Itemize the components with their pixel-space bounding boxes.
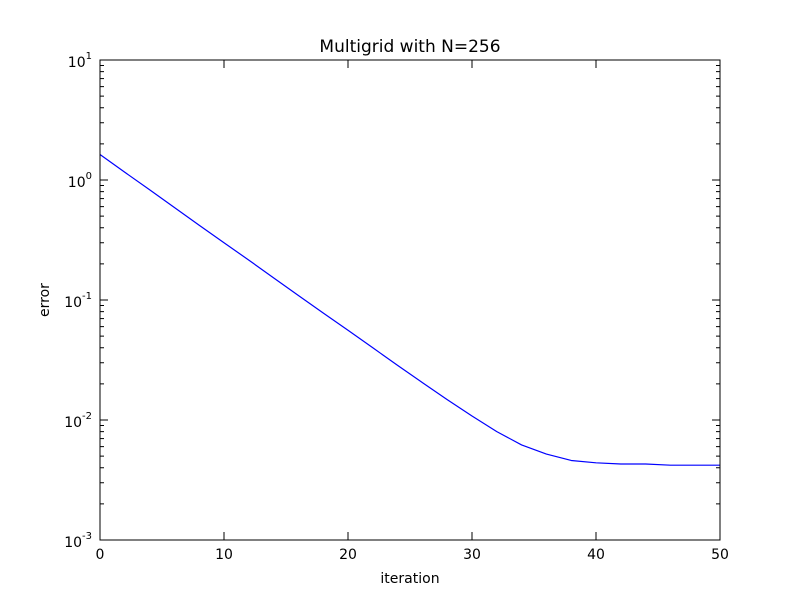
y-tick-label-base: 10 xyxy=(64,415,82,431)
y-tick-label: 10-1 xyxy=(64,291,92,311)
data-point xyxy=(323,312,324,313)
plot-area xyxy=(99,154,720,466)
data-point xyxy=(347,330,348,331)
data-point xyxy=(670,465,671,466)
y-tick-label-exponent: -2 xyxy=(82,411,92,422)
axes-frame xyxy=(99,59,721,541)
x-tick-label: 30 xyxy=(463,547,481,563)
data-point xyxy=(471,415,472,416)
data-point xyxy=(695,465,696,466)
data-point xyxy=(298,295,299,296)
y-tick-label-base: 10 xyxy=(68,55,86,71)
data-point xyxy=(571,460,572,461)
data-point xyxy=(447,399,448,400)
data-point xyxy=(521,444,522,445)
x-tick-label: 50 xyxy=(711,547,729,563)
y-tick-label-exponent: 0 xyxy=(86,171,92,182)
y-axis-label: error xyxy=(37,283,53,317)
y-tick-label-base: 10 xyxy=(64,535,82,551)
data-point xyxy=(372,347,373,348)
x-tick-label: 10 xyxy=(215,547,233,563)
data-point xyxy=(273,277,274,278)
data-point xyxy=(496,431,497,432)
data-point xyxy=(248,260,249,261)
y-tick-label: 10-3 xyxy=(64,531,92,551)
y-tick-label-exponent: -1 xyxy=(82,291,92,302)
x-tick-label: 20 xyxy=(339,547,357,563)
y-tick-label-base: 10 xyxy=(68,175,86,191)
data-point xyxy=(595,462,596,463)
data-point xyxy=(546,453,547,454)
data-point xyxy=(397,365,398,366)
y-tick-label: 100 xyxy=(68,171,92,191)
data-point xyxy=(124,172,125,173)
y-tick-label-exponent: 1 xyxy=(86,51,92,62)
x-axis-label: iteration xyxy=(380,571,439,587)
x-tick-label: 40 xyxy=(587,547,605,563)
chart-title: Multigrid with N=256 xyxy=(319,37,500,57)
y-tick-label: 101 xyxy=(68,51,92,71)
data-point xyxy=(223,242,224,243)
data-point xyxy=(199,225,200,226)
y-tick-label: 10-2 xyxy=(64,411,92,431)
data-point xyxy=(645,463,646,464)
data-point xyxy=(174,207,175,208)
data-point xyxy=(620,463,621,464)
data-point xyxy=(149,189,150,190)
data-point xyxy=(422,382,423,383)
series-line xyxy=(99,154,720,466)
y-tick-label-exponent: -3 xyxy=(82,531,92,542)
y-tick-label-base: 10 xyxy=(64,295,82,311)
x-tick-label: 0 xyxy=(96,547,105,563)
